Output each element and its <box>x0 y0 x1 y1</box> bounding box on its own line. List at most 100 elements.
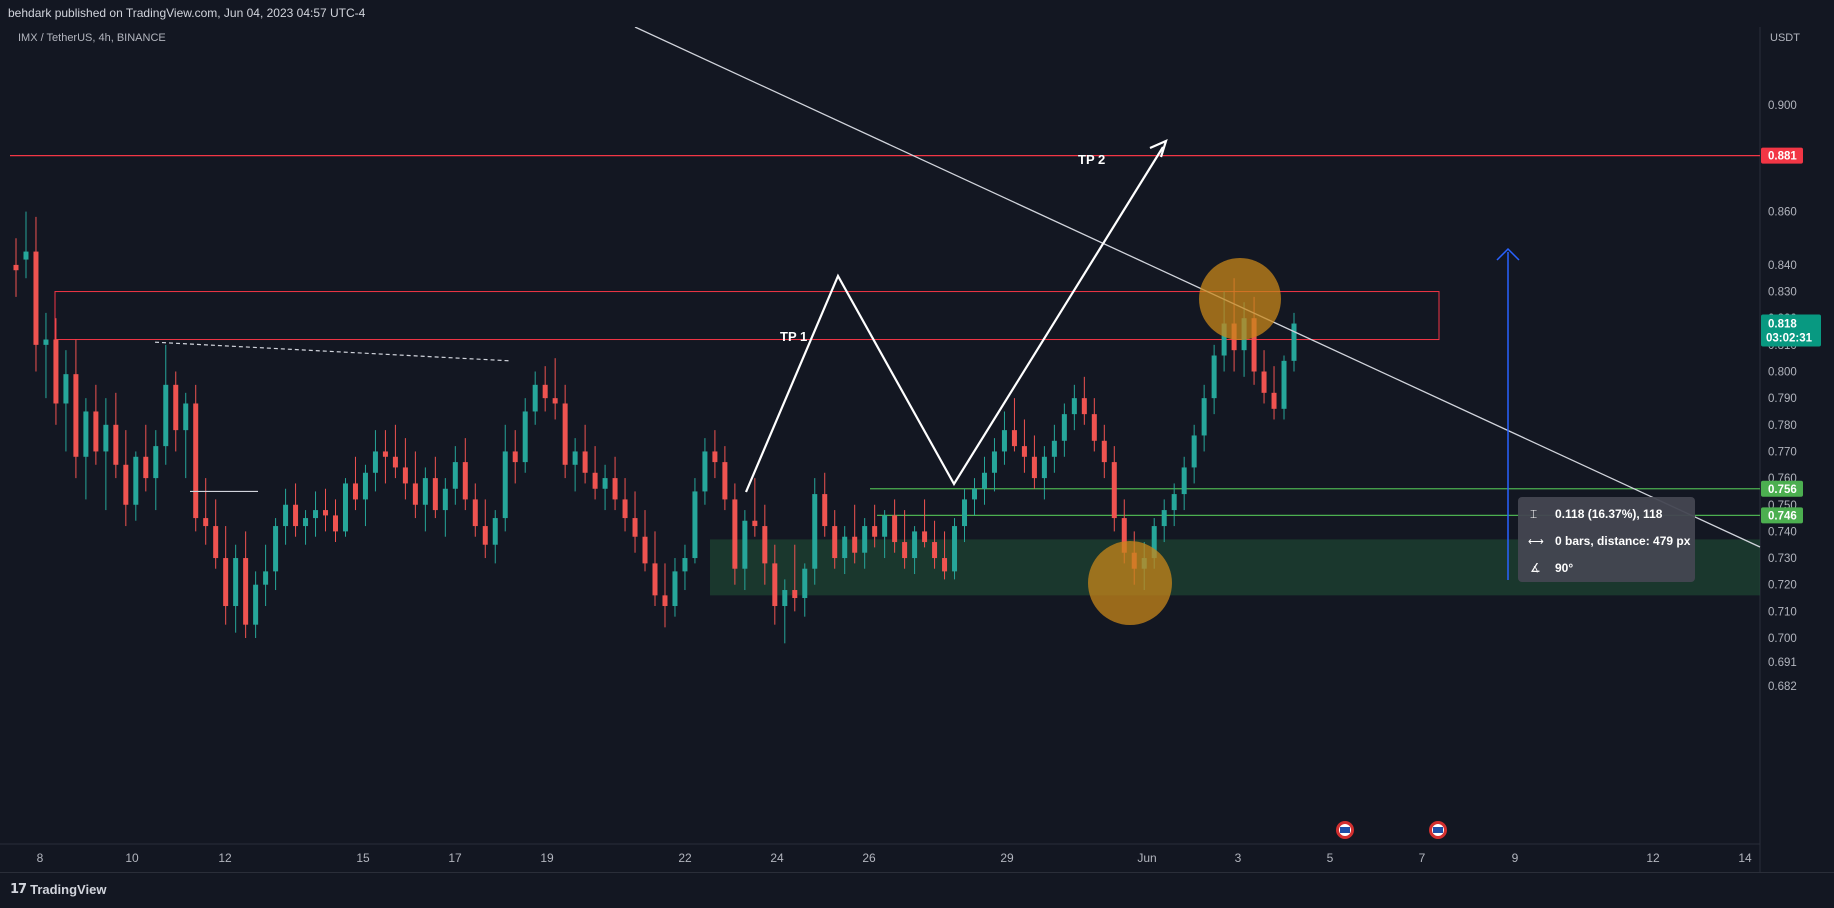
candle-body <box>672 571 678 607</box>
price-tag-bg <box>1761 507 1803 524</box>
price-tick: 0.682 <box>1768 681 1797 693</box>
candle <box>692 478 698 564</box>
candle <box>852 504 858 564</box>
candle <box>612 456 618 511</box>
candle-body <box>562 403 568 465</box>
price-tag: 0.881 <box>1761 147 1803 164</box>
candle-body <box>133 456 139 505</box>
candle-body <box>842 536 848 559</box>
price-tick: 0.790 <box>1768 393 1797 405</box>
candle-body <box>882 515 888 537</box>
candle-body <box>63 374 69 404</box>
price-chart[interactable]: 0.9000.8600.8400.8300.8200.8100.8000.790… <box>0 27 1834 872</box>
candle-body <box>1261 371 1267 393</box>
candle <box>762 504 768 585</box>
candle-body <box>432 478 438 511</box>
candle-body <box>502 451 508 519</box>
candle-body <box>313 510 319 519</box>
candle-body <box>512 451 518 463</box>
candle-body <box>243 558 249 625</box>
candle <box>1021 419 1027 473</box>
candle <box>1101 424 1107 479</box>
candle <box>113 392 119 479</box>
candle <box>1081 376 1087 425</box>
price-axis[interactable]: 0.9000.8600.8400.8300.8200.8100.8000.790… <box>1761 100 1821 693</box>
candle-body <box>1221 323 1227 356</box>
candle-body <box>283 504 289 527</box>
time-axis[interactable]: 8 10 12 15 17 19 22 24 26 29 Jun 3 5 7 9 12 14 <box>37 851 1752 865</box>
candle <box>1091 398 1097 452</box>
candle-body <box>872 526 878 537</box>
candle-body <box>173 384 179 431</box>
candle-body <box>113 424 119 465</box>
candle-body <box>922 531 928 543</box>
event-flag-icon[interactable] <box>1429 821 1447 839</box>
tp2-label: TP 2 <box>1078 152 1105 167</box>
candle-body <box>782 590 788 607</box>
candle <box>832 510 838 569</box>
highlight-circle <box>1199 258 1281 340</box>
candle-body <box>103 424 109 452</box>
candle <box>183 392 189 479</box>
candle-body <box>43 339 49 345</box>
candle-body <box>1031 456 1037 479</box>
candle-body <box>462 462 468 500</box>
candle <box>233 544 239 633</box>
candle-body <box>732 499 738 569</box>
candle-body <box>622 499 628 519</box>
candle <box>1211 344 1217 415</box>
time-tick: 15 <box>356 851 370 865</box>
candle <box>932 520 938 569</box>
candle-body <box>912 531 918 559</box>
arrow-head-icon <box>1149 139 1168 158</box>
angle-icon: ∡ <box>1530 561 1541 575</box>
candle-body <box>1081 398 1087 415</box>
time-tick: 7 <box>1419 851 1426 865</box>
candle <box>732 483 738 585</box>
resistance-zone <box>54 291 1440 341</box>
candle <box>452 446 458 505</box>
candle <box>333 499 338 543</box>
candle <box>962 488 968 543</box>
candle <box>253 571 259 638</box>
candle <box>352 456 358 511</box>
candle <box>702 438 708 505</box>
candle-body <box>352 483 358 500</box>
chart-background <box>0 27 1834 872</box>
candle-body <box>1011 430 1017 447</box>
candle-body <box>213 526 219 559</box>
candle <box>512 430 518 484</box>
candle <box>991 438 997 492</box>
candle-body <box>712 451 718 463</box>
candle-body <box>1061 414 1067 441</box>
candle <box>542 366 548 412</box>
event-flag-icon[interactable] <box>1336 821 1354 839</box>
candle-body <box>452 462 458 489</box>
candle-body <box>1021 446 1027 457</box>
candle-body <box>13 264 19 271</box>
candle-body <box>392 456 398 468</box>
candle-body <box>233 558 239 607</box>
candle-body <box>682 558 688 572</box>
candle-body <box>962 499 968 527</box>
candle <box>303 510 309 545</box>
candle-body <box>742 520 748 569</box>
candle-body <box>762 526 768 564</box>
price-tick: 0.770 <box>1768 446 1797 458</box>
countdown-label: 03:02:31 <box>1766 333 1813 345</box>
candle <box>892 499 898 553</box>
candle-body <box>183 403 189 431</box>
candle <box>392 424 398 479</box>
candle-body <box>73 374 79 457</box>
price-tick: 0.780 <box>1768 420 1797 432</box>
bars-range-icon: ⟷ <box>1528 536 1544 548</box>
candle <box>532 371 538 425</box>
candle <box>712 430 718 479</box>
tradingview-logo[interactable]: 𝟭𝟳 TradingView <box>10 882 106 897</box>
candle-body <box>692 491 698 559</box>
candle <box>133 451 139 521</box>
candle <box>742 510 748 591</box>
candle-body <box>1121 518 1127 553</box>
price-tick: 0.800 <box>1768 367 1797 379</box>
candle <box>462 438 468 511</box>
